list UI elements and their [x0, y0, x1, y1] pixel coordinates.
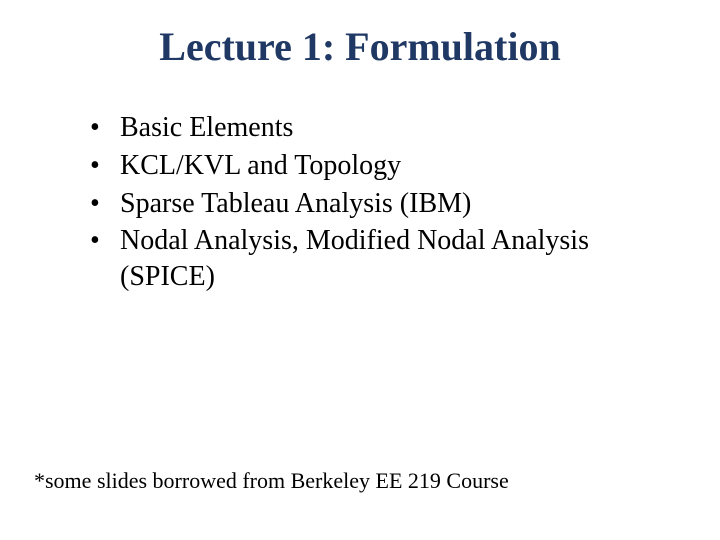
list-item: • KCL/KVL and Topology: [90, 148, 680, 184]
slide-title: Lecture 1: Formulation: [40, 24, 680, 70]
bullet-marker: •: [90, 186, 100, 222]
list-item: • Nodal Analysis, Modified Nodal Analysi…: [90, 223, 680, 295]
bullet-text: KCL/KVL and Topology: [120, 150, 401, 181]
list-item: • Basic Elements: [90, 110, 680, 146]
bullet-text: Basic Elements: [120, 112, 293, 143]
bullet-marker: •: [90, 148, 100, 184]
bullet-marker: •: [90, 110, 100, 146]
footnote: *some slides borrowed from Berkeley EE 2…: [34, 468, 509, 494]
bullet-list: • Basic Elements • KCL/KVL and Topology …: [40, 110, 680, 295]
bullet-text: Nodal Analysis, Modified Nodal Analysis …: [120, 225, 589, 292]
list-item: • Sparse Tableau Analysis (IBM): [90, 186, 680, 222]
slide: Lecture 1: Formulation • Basic Elements …: [0, 0, 720, 540]
bullet-text: Sparse Tableau Analysis (IBM): [120, 188, 471, 219]
bullet-marker: •: [90, 223, 100, 259]
